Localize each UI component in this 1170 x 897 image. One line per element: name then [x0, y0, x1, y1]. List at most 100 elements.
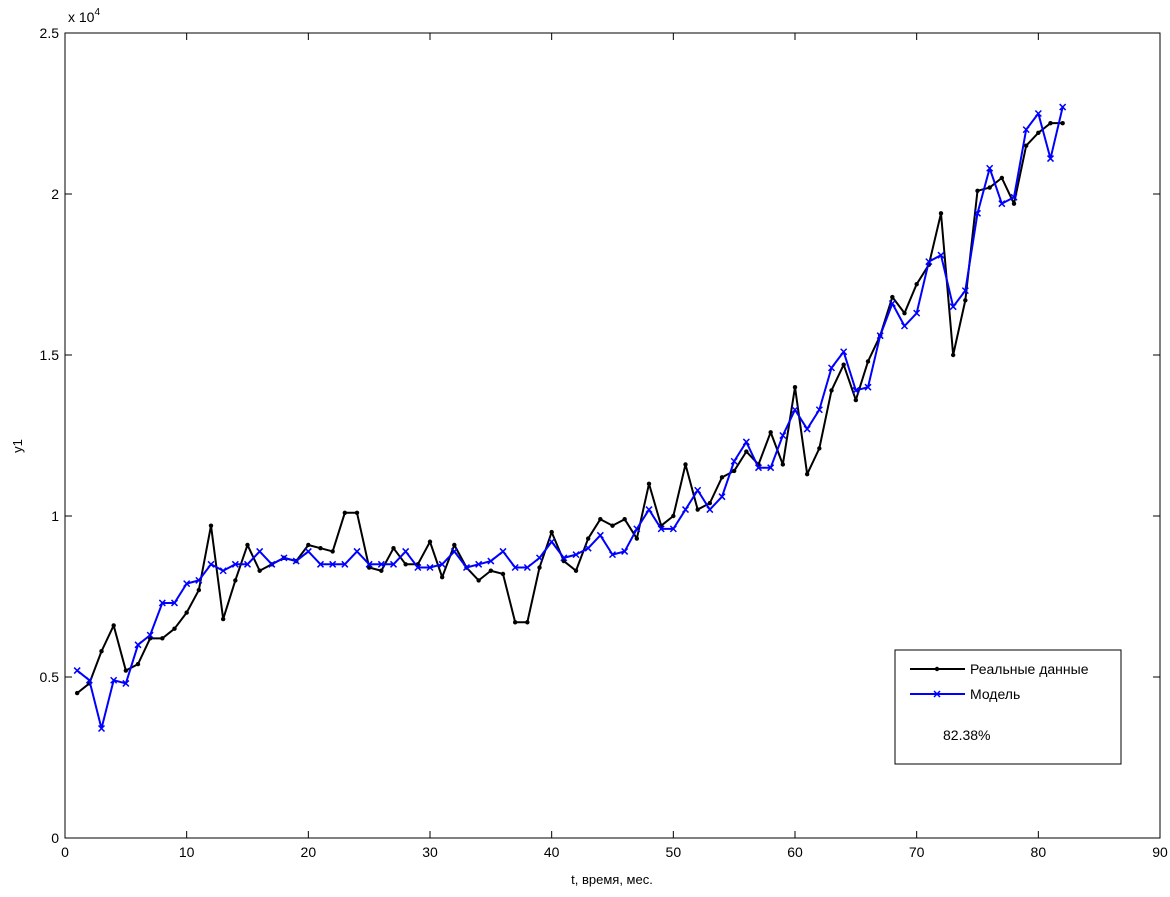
y-tick-label: 1.5	[40, 347, 60, 363]
data-point	[476, 578, 481, 583]
y-tick-label: 2	[51, 186, 59, 202]
data-point	[122, 679, 130, 687]
data-point	[973, 209, 982, 217]
data-point	[585, 536, 591, 541]
data-point	[548, 538, 556, 546]
data-point	[768, 430, 773, 435]
data-point	[403, 562, 408, 567]
x-tick-label: 20	[301, 844, 317, 860]
data-point	[304, 547, 312, 555]
data-point	[1034, 109, 1042, 118]
data-point	[256, 547, 264, 555]
data-point	[268, 560, 276, 568]
data-point	[318, 546, 323, 551]
data-point	[365, 560, 373, 568]
data-point	[1010, 193, 1018, 201]
data-point	[134, 641, 142, 649]
y-tick-label: 1	[51, 508, 59, 524]
data-point	[73, 667, 81, 675]
data-point	[452, 542, 457, 548]
x-tick-label: 70	[909, 844, 925, 860]
data-point	[1022, 126, 1030, 134]
data-point	[890, 294, 895, 300]
data-point	[840, 348, 848, 356]
data-point	[742, 438, 750, 446]
data-point	[853, 397, 859, 403]
x-tick-label: 40	[544, 844, 560, 860]
data-point	[427, 539, 433, 544]
data-point	[963, 298, 968, 303]
data-point	[1046, 155, 1055, 163]
data-point	[767, 464, 775, 472]
series-line	[76, 106, 1064, 730]
series-model	[73, 103, 1067, 733]
x-tick-label: 90	[1152, 844, 1168, 860]
data-point	[306, 542, 311, 548]
series-layer	[73, 103, 1067, 733]
data-point	[512, 620, 518, 625]
data-point	[646, 481, 652, 486]
legend: Реальные данные Модель 82.38%	[894, 649, 1122, 765]
data-point	[792, 385, 798, 390]
data-point	[389, 560, 398, 568]
data-point	[426, 563, 434, 572]
data-point	[744, 449, 749, 454]
data-point	[986, 164, 994, 172]
data-point	[827, 364, 836, 372]
data-point	[462, 563, 471, 572]
data-point	[900, 322, 909, 330]
data-point	[414, 563, 422, 572]
data-point	[876, 332, 884, 340]
data-point	[123, 668, 129, 673]
data-point	[852, 386, 860, 394]
data-point	[196, 587, 202, 593]
data-point	[694, 486, 702, 494]
data-point	[85, 676, 93, 684]
data-point	[1011, 201, 1017, 206]
data-point	[634, 536, 640, 541]
data-point	[584, 544, 592, 552]
data-point	[817, 446, 822, 451]
legend-marker-real	[934, 666, 940, 672]
data-point	[450, 547, 458, 555]
data-point	[511, 563, 519, 572]
data-point	[208, 523, 214, 528]
data-point	[316, 560, 325, 568]
data-point	[354, 510, 360, 515]
data-point	[487, 557, 495, 565]
y-axis: 0 0.5 1 1.5 2 2.5	[40, 25, 1160, 846]
data-point	[998, 200, 1006, 208]
data-point	[523, 563, 531, 572]
legend-label-model: Модель	[970, 686, 1020, 702]
x-tick-label: 30	[422, 844, 438, 860]
data-point	[622, 517, 627, 522]
data-point	[525, 620, 530, 625]
x-axis: 0 10 20 30 40 50 60 70 80 90	[61, 33, 1168, 860]
data-point	[841, 362, 846, 367]
data-point	[657, 525, 665, 533]
data-point	[572, 551, 580, 559]
data-point	[791, 406, 799, 414]
data-point	[949, 303, 957, 311]
y-tick-label: 0	[51, 830, 59, 846]
data-point	[731, 468, 737, 474]
data-point	[779, 431, 787, 440]
data-point	[207, 560, 215, 568]
data-point	[707, 500, 713, 506]
data-point	[829, 388, 834, 393]
data-point	[718, 493, 726, 501]
data-point	[987, 185, 992, 190]
data-point	[172, 626, 177, 631]
data-point	[598, 517, 603, 522]
data-point	[999, 175, 1005, 181]
data-point	[902, 310, 907, 316]
data-point	[158, 599, 166, 607]
data-point	[610, 523, 615, 528]
series-real-data	[74, 120, 1065, 696]
data-point	[938, 211, 944, 216]
data-point	[243, 560, 252, 568]
data-point	[914, 281, 919, 287]
legend-annotation: 82.38%	[943, 727, 990, 743]
data-point	[1059, 103, 1067, 111]
data-point	[961, 287, 969, 295]
